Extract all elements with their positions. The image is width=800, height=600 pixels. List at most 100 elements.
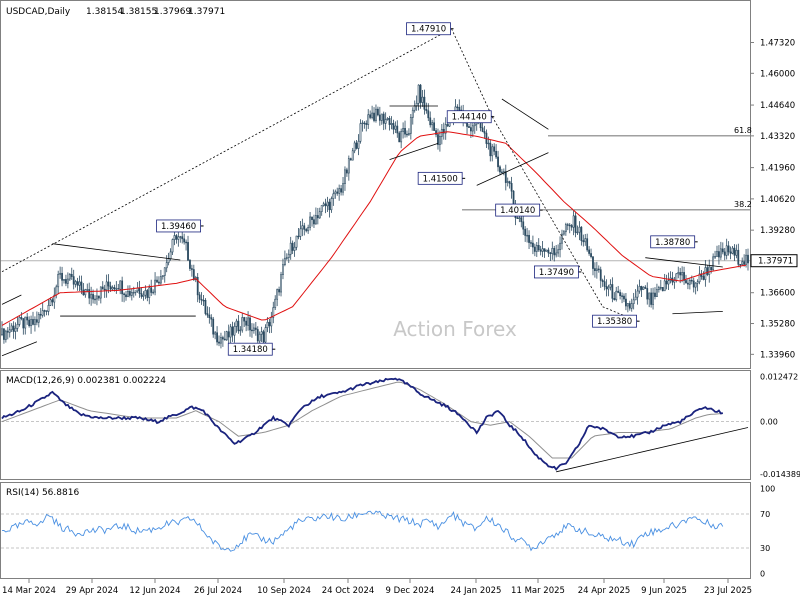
candle-body [398,132,401,143]
candle-body [12,325,15,332]
annotation-box [446,110,492,124]
candle-body [22,318,25,329]
candle-body [94,298,96,301]
rsi-tick-label: 70 [760,510,770,519]
candle-body [706,267,709,275]
fib-level-label: 61.8 [734,126,752,135]
candle-body [378,114,381,121]
candle-body [613,298,616,300]
candle-body [103,288,106,291]
candle-body [128,291,131,296]
candle-body [24,316,27,329]
candle-body [735,249,738,256]
candle-body [14,327,17,332]
candle-body [35,319,38,323]
macd-tick-label: 0.012472 [760,372,798,381]
candle-body [409,117,412,134]
candle-body [423,96,426,110]
candle-body [723,251,726,256]
candle-body [719,248,722,258]
candle-body [692,280,695,288]
candle-body [384,119,387,124]
candle-body [605,286,608,290]
candle-body [3,328,5,340]
candle-body [363,122,366,125]
candle-body [183,238,186,243]
candle-body [716,251,718,257]
macd-tick-label: 0.00 [760,418,778,427]
x-tick-label: 14 Mar 2024 [2,586,56,596]
candle-body [555,252,558,256]
candle-body [55,286,58,296]
candle-body [694,282,697,288]
macd-tick-label: -0.014389 [760,470,800,479]
candle-body [258,333,261,342]
triangle-line [672,310,723,315]
candle-body [646,288,649,300]
flag-line [501,98,549,130]
candle-body [501,171,503,174]
candle-body [28,319,31,327]
long-dashed-trendline [1,28,452,273]
candle-body [51,299,54,303]
candle-body [601,280,604,282]
candle-body [235,320,238,327]
candle-body [260,331,263,335]
annotation-label: 1.37490 [539,268,574,278]
candle-body [227,331,230,338]
candle-body [344,169,346,184]
triangle-line [1,294,22,305]
candle-body [367,114,370,125]
annotation-label: 1.34180 [233,345,268,355]
candle-body [516,217,519,219]
candle-body [107,281,110,287]
x-tick-label: 24 Jan 2025 [451,586,502,596]
candle-body [125,294,127,298]
candle-body [659,287,662,289]
candle-body [708,266,711,275]
candle-body [431,122,434,126]
candle-body [468,126,470,128]
annotation-label: 1.41500 [423,174,458,184]
candle-body [437,134,439,145]
candle-body [43,310,46,312]
candle-body [745,254,747,265]
candle-body [65,279,67,284]
candle-body [1,328,3,336]
rsi-panel: RSI(14) 56.8816 100 70 30 0 [0,482,775,579]
candle-body [648,292,651,300]
x-tick-label: 24 Oct 2024 [322,586,375,596]
candle-body [652,292,654,305]
candle-body [264,327,267,343]
triangle-line [645,257,723,268]
candle-body [731,247,734,254]
candle-body [592,256,594,269]
price-tick-label: 1.39280 [760,226,795,236]
candle-body [557,249,560,254]
candle-body [688,280,691,285]
candle-body [252,327,255,331]
candle-body [313,219,315,225]
candle-body [208,314,211,318]
candle-body [355,142,358,149]
watermark: Action Forex [393,317,517,341]
candle-body [10,325,13,331]
candle-body [109,285,112,290]
candle-body [609,284,612,288]
candle-body [741,261,744,265]
candle-body [408,133,410,135]
candle-body [305,229,308,232]
candle-body [373,112,375,121]
candle-body [169,251,172,260]
candle-body [57,273,60,288]
candle-body [198,294,201,300]
candle-body [392,123,395,130]
ohlc-high: 1.38155 [120,7,157,17]
candle-body [159,276,162,284]
candle-body [140,293,143,297]
candle-body [173,235,176,240]
candle-body [233,326,236,336]
candle-body [657,287,660,290]
macd-trendline [556,427,749,473]
price-tick-label: 1.47320 [760,39,795,49]
